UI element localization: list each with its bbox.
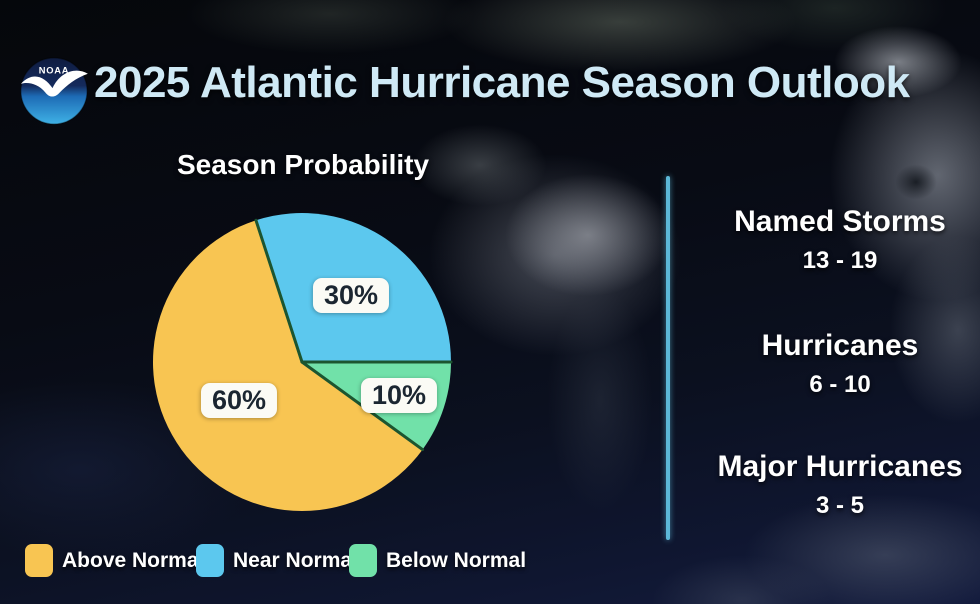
- stat-label: Major Hurricanes: [717, 450, 963, 483]
- vertical-divider: [666, 176, 670, 540]
- legend-swatch-near-normal: [196, 544, 224, 577]
- legend-label: Above Normal: [62, 548, 205, 572]
- pie-label-above-normal: 60%: [200, 383, 278, 418]
- legend-swatch-below-normal: [349, 544, 377, 577]
- noaa-seagull-icon: [20, 70, 88, 97]
- legend-label: Below Normal: [386, 548, 527, 572]
- pie-slice-above-normal: [152, 220, 423, 511]
- pie-label-near-normal: 30%: [312, 278, 390, 313]
- stat-major-hurricanes: Major Hurricanes 3 - 5: [700, 449, 980, 523]
- pie-svg: [152, 212, 453, 511]
- page-title: 2025 Atlantic Hurricane Season Outlook: [94, 58, 910, 107]
- noaa-logo: NOAA: [20, 57, 88, 125]
- legend-swatch-above-normal: [25, 544, 53, 577]
- season-probability-pie-chart: [130, 190, 474, 534]
- stat-range: 6 - 10: [809, 371, 871, 398]
- stat-range: 13 - 19: [802, 247, 878, 274]
- stat-range: 3 - 5: [815, 492, 865, 519]
- pie-label-below-normal: 10%: [360, 378, 438, 413]
- legend-item-below-normal: Below Normal: [349, 544, 526, 577]
- legend-item-above-normal: Above Normal: [25, 544, 204, 577]
- stat-hurricanes: Hurricanes 6 - 10: [700, 328, 980, 402]
- pie-slice-border: [254, 218, 304, 364]
- legend-label: Near Normal: [233, 548, 358, 572]
- stat-label: Hurricanes: [761, 329, 919, 362]
- noaa-logo-text: NOAA: [39, 66, 69, 76]
- stat-label: Named Storms: [734, 205, 946, 238]
- stat-named-storms: Named Storms 13 - 19: [700, 204, 980, 278]
- chart-title: Season Probability: [176, 149, 430, 180]
- legend-item-near-normal: Near Normal: [196, 544, 358, 577]
